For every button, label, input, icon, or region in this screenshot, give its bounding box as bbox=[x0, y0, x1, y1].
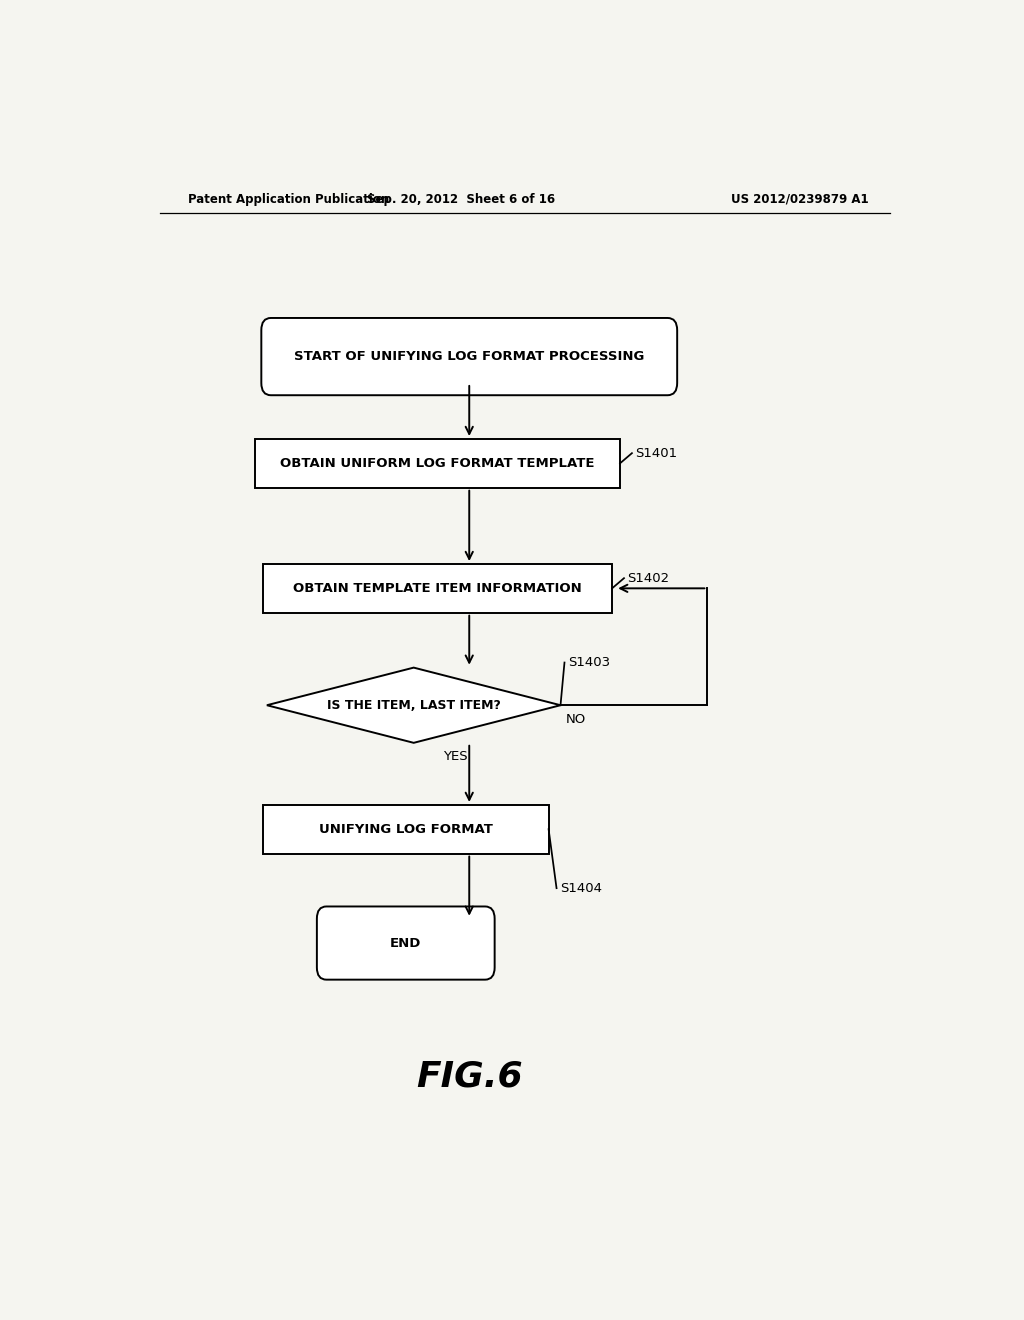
Text: S1404: S1404 bbox=[560, 882, 602, 895]
Text: FIG.6: FIG.6 bbox=[416, 1059, 522, 1093]
FancyBboxPatch shape bbox=[261, 318, 677, 395]
Text: Sep. 20, 2012  Sheet 6 of 16: Sep. 20, 2012 Sheet 6 of 16 bbox=[368, 193, 555, 206]
Text: Patent Application Publication: Patent Application Publication bbox=[187, 193, 389, 206]
Text: OBTAIN TEMPLATE ITEM INFORMATION: OBTAIN TEMPLATE ITEM INFORMATION bbox=[293, 582, 582, 595]
Text: S1402: S1402 bbox=[627, 572, 670, 585]
Text: YES: YES bbox=[443, 750, 468, 763]
Bar bbox=[263, 805, 549, 854]
FancyBboxPatch shape bbox=[316, 907, 495, 979]
Text: S1403: S1403 bbox=[567, 656, 609, 669]
Text: S1401: S1401 bbox=[635, 446, 677, 459]
Text: NO: NO bbox=[566, 713, 587, 726]
Polygon shape bbox=[267, 668, 560, 743]
Text: US 2012/0239879 A1: US 2012/0239879 A1 bbox=[731, 193, 868, 206]
Text: START OF UNIFYING LOG FORMAT PROCESSING: START OF UNIFYING LOG FORMAT PROCESSING bbox=[294, 350, 644, 363]
Text: IS THE ITEM, LAST ITEM?: IS THE ITEM, LAST ITEM? bbox=[327, 698, 501, 711]
Text: OBTAIN UNIFORM LOG FORMAT TEMPLATE: OBTAIN UNIFORM LOG FORMAT TEMPLATE bbox=[281, 457, 595, 470]
Text: UNIFYING LOG FORMAT: UNIFYING LOG FORMAT bbox=[318, 822, 493, 836]
Bar bbox=[255, 440, 620, 487]
Bar bbox=[263, 564, 612, 612]
Text: END: END bbox=[390, 937, 422, 949]
